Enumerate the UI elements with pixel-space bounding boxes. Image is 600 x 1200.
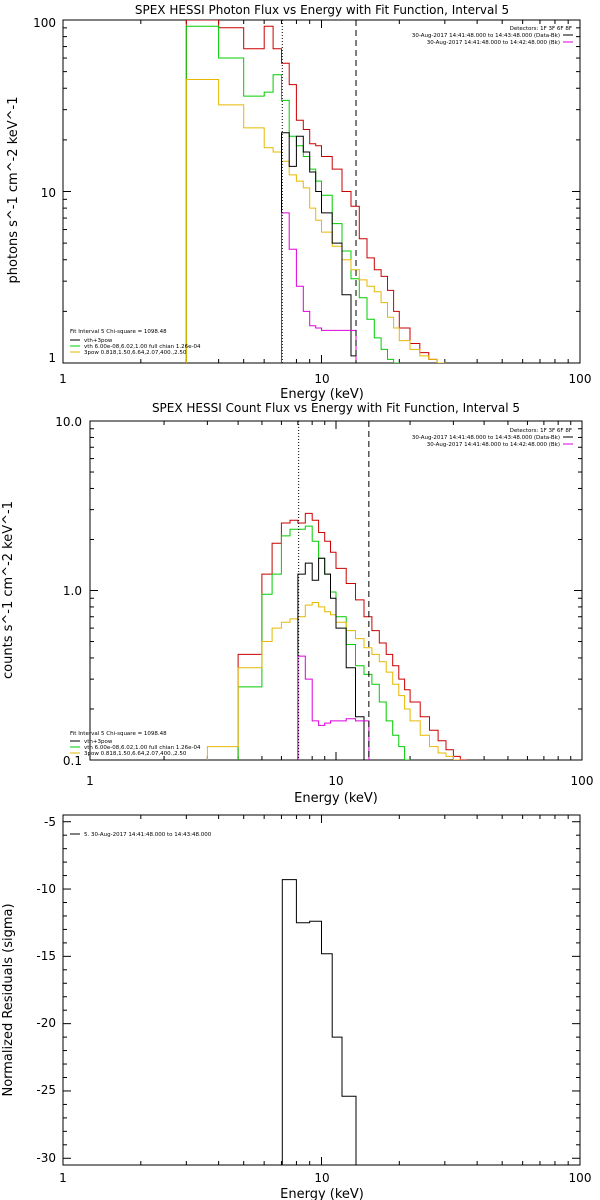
count-x-axis-label: Energy (keV) — [294, 791, 378, 806]
series-0-histogram — [185, 20, 446, 363]
photon-fit-legend-vth: vth 6.00e-08,6.02,1.00 full chian 1.26e-… — [84, 344, 201, 350]
residual-legend-label: 5. 30-Aug-2017 14:41:48.000 to 14:43:48.… — [84, 832, 212, 838]
series-4-histogram — [297, 655, 370, 760]
series-4-histogram — [281, 212, 357, 363]
series-2-histogram — [185, 79, 446, 363]
count-fit-legend-total: vth+3pow — [84, 739, 113, 745]
series-1-histogram — [237, 525, 411, 760]
residual-y-tick-m25: -25 — [36, 1083, 56, 1097]
photon-bk-interval-label: 30-Aug-2017 14:41:48.000 to 14:42:48.000… — [427, 40, 560, 46]
photon-fit-label: Fit Interval 5 Chi-square = 1098.48 — [70, 329, 167, 335]
plot-frame — [89, 420, 583, 761]
residual-y-axis-label: Normalized Residuals (sigma) — [1, 903, 16, 1096]
photon-data-interval-label: 30-Aug-2017 14:41:48.000 to 14:43:48.000… — [412, 33, 560, 39]
photon-x-tick-100: 100 — [569, 372, 592, 386]
photon-x-tick-10: 10 — [314, 372, 329, 386]
count-bk-interval-label: 30-Aug-2017 14:41:48.000 to 14:42:48.000… — [427, 442, 560, 448]
count-x-tick-10: 10 — [328, 774, 343, 788]
residual-y-tick-m5: -5 — [44, 815, 56, 829]
photon-x-tick-1: 1 — [59, 372, 67, 386]
count-x-tick-1: 1 — [86, 774, 94, 788]
residuals-panel: Energy (keV) Normalized Residuals (sigma… — [1, 814, 592, 1200]
residual-y-tick-m20: -20 — [36, 1016, 56, 1030]
photon-y-tick-100: 100 — [33, 16, 56, 30]
series-3-histogram — [281, 132, 357, 363]
residual-x-axis-label: Energy (keV) — [280, 1187, 364, 1200]
series-0-histogram — [237, 512, 468, 760]
count-detectors-label: Detectors: 1F 3F 6F 8F — [510, 428, 572, 434]
count-fit-legend-3pow: 3pow 0.818,1.50,6.64,2.07,400.,2.50 — [84, 751, 187, 757]
photon-flux-panel: SPEX HESSI Photon Flux vs Energy with Fi… — [6, 3, 591, 402]
count-y-tick-0.1: 0.1 — [63, 754, 82, 768]
residual-y-tick-m15: -15 — [36, 949, 56, 963]
count-y-axis-label: counts s^-1 cm^-2 keV^-1 — [1, 501, 16, 679]
photon-detectors-label: Detectors: 1F 3F 6F 8F — [510, 26, 572, 32]
series-0-histogram — [281, 879, 357, 1165]
count-data-interval-label: 30-Aug-2017 14:41:48.000 to 14:43:48.000… — [412, 435, 560, 441]
count-y-tick-1: 1.0 — [63, 584, 82, 598]
photon-y-tick-1: 1 — [48, 351, 56, 365]
residual-x-tick-10: 10 — [314, 1171, 329, 1185]
count-fit-label: Fit Interval 5 Chi-square = 1098.48 — [70, 731, 167, 737]
photon-fit-legend-total: vth+3pow — [84, 338, 113, 344]
residual-y-tick-m10: -10 — [36, 882, 56, 896]
count-x-tick-100: 100 — [571, 774, 594, 788]
residual-y-tick-m30: -30 — [36, 1151, 56, 1165]
residual-x-tick-100: 100 — [569, 1171, 592, 1185]
count-chart-title: SPEX HESSI Count Flux vs Energy with Fit… — [152, 401, 520, 415]
count-flux-panel: SPEX HESSI Count Flux vs Energy with Fit… — [1, 401, 593, 806]
count-fit-legend-vth: vth 6.00e-08,6.02,1.00 full chian 1.26e-… — [84, 745, 201, 751]
series-1-histogram — [185, 25, 400, 363]
photon-fit-legend-3pow: 3pow 0.818,1.50,6.64,2.07,400.,2.50 — [84, 350, 187, 356]
plot-frame — [62, 814, 581, 1166]
photon-x-axis-label: Energy (keV) — [280, 387, 364, 402]
photon-y-tick-10: 10 — [41, 186, 56, 200]
series-3-histogram — [297, 557, 370, 760]
photon-y-axis-label: photons s^-1 cm^-2 keV^-1 — [6, 96, 21, 283]
series-2-histogram — [206, 602, 461, 760]
count-y-tick-10: 10.0 — [55, 415, 82, 429]
photon-chart-title: SPEX HESSI Photon Flux vs Energy with Fi… — [135, 3, 509, 17]
residual-x-tick-1: 1 — [59, 1171, 67, 1185]
